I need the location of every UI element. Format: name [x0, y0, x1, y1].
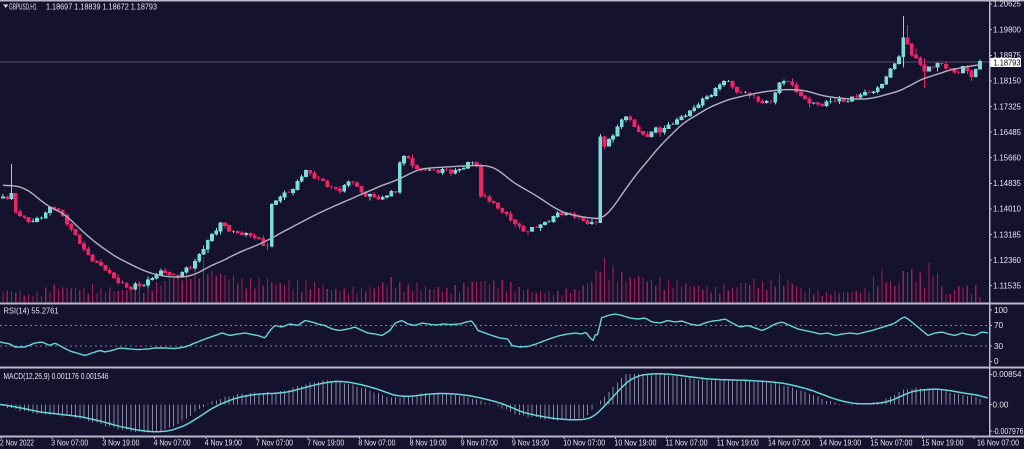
- svg-text:MACD(12,26,9) 0.001176 0.00154: MACD(12,26,9) 0.001176 0.001546: [4, 371, 109, 381]
- svg-text:8 Nov 19:00: 8 Nov 19:00: [410, 438, 447, 447]
- svg-text:1.18793: 1.18793: [994, 58, 1021, 67]
- svg-text:1.14835: 1.14835: [993, 179, 1021, 188]
- svg-text:30: 30: [994, 342, 1004, 351]
- svg-text:14 Nov 19:00: 14 Nov 19:00: [819, 438, 861, 447]
- svg-text:3 Nov 07:00: 3 Nov 07:00: [51, 438, 88, 447]
- svg-text:9 Nov 19:00: 9 Nov 19:00: [512, 438, 549, 447]
- svg-text:GBPUSD,H1: GBPUSD,H1: [9, 1, 37, 11]
- svg-text:15 Nov 07:00: 15 Nov 07:00: [870, 438, 912, 447]
- svg-text:1.12360: 1.12360: [993, 256, 1021, 265]
- svg-text:15 Nov 19:00: 15 Nov 19:00: [922, 438, 964, 447]
- svg-text:16 Nov 07:00: 16 Nov 07:00: [977, 438, 1019, 447]
- svg-text:1.16485: 1.16485: [993, 128, 1021, 137]
- svg-text:1.18150: 1.18150: [993, 77, 1021, 86]
- svg-text:7 Nov 19:00: 7 Nov 19:00: [307, 438, 344, 447]
- svg-text:1.13185: 1.13185: [993, 230, 1021, 239]
- svg-text:10 Nov 19:00: 10 Nov 19:00: [614, 438, 656, 447]
- svg-text:100: 100: [994, 306, 1008, 315]
- svg-text:1.18697 1.18839 1.18672 1.1879: 1.18697 1.18839 1.18672 1.18793: [46, 1, 157, 11]
- svg-text:RSI(14) 55.2761: RSI(14) 55.2761: [4, 306, 59, 316]
- svg-text:-0.007976: -0.007976: [993, 427, 1024, 436]
- svg-text:1.20625: 1.20625: [993, 0, 1021, 9]
- svg-text:11 Nov 19:00: 11 Nov 19:00: [717, 438, 759, 447]
- svg-text:11 Nov 07:00: 11 Nov 07:00: [666, 438, 708, 447]
- svg-text:2 Nov 2022: 2 Nov 2022: [0, 438, 34, 447]
- svg-text:1.14010: 1.14010: [993, 205, 1021, 214]
- svg-text:10 Nov 07:00: 10 Nov 07:00: [563, 438, 605, 447]
- svg-text:70: 70: [994, 321, 1004, 330]
- svg-text:7 Nov 07:00: 7 Nov 07:00: [256, 438, 293, 447]
- svg-text:0: 0: [994, 357, 999, 366]
- svg-text:4 Nov 19:00: 4 Nov 19:00: [205, 438, 242, 447]
- svg-text:4 Nov 07:00: 4 Nov 07:00: [154, 438, 191, 447]
- svg-text:0.00854: 0.00854: [993, 370, 1022, 379]
- svg-text:9 Nov 07:00: 9 Nov 07:00: [461, 438, 498, 447]
- svg-text:1.18975: 1.18975: [993, 51, 1021, 60]
- svg-text:14 Nov 07:00: 14 Nov 07:00: [768, 438, 810, 447]
- svg-text:3 Nov 19:00: 3 Nov 19:00: [102, 438, 139, 447]
- svg-text:1.15660: 1.15660: [993, 154, 1021, 163]
- svg-text:1.19800: 1.19800: [993, 26, 1021, 35]
- svg-text:1.17325: 1.17325: [993, 102, 1021, 111]
- svg-text:1.11535: 1.11535: [993, 282, 1021, 291]
- svg-text:0.00: 0.00: [993, 400, 1009, 409]
- svg-text:8 Nov 07:00: 8 Nov 07:00: [358, 438, 395, 447]
